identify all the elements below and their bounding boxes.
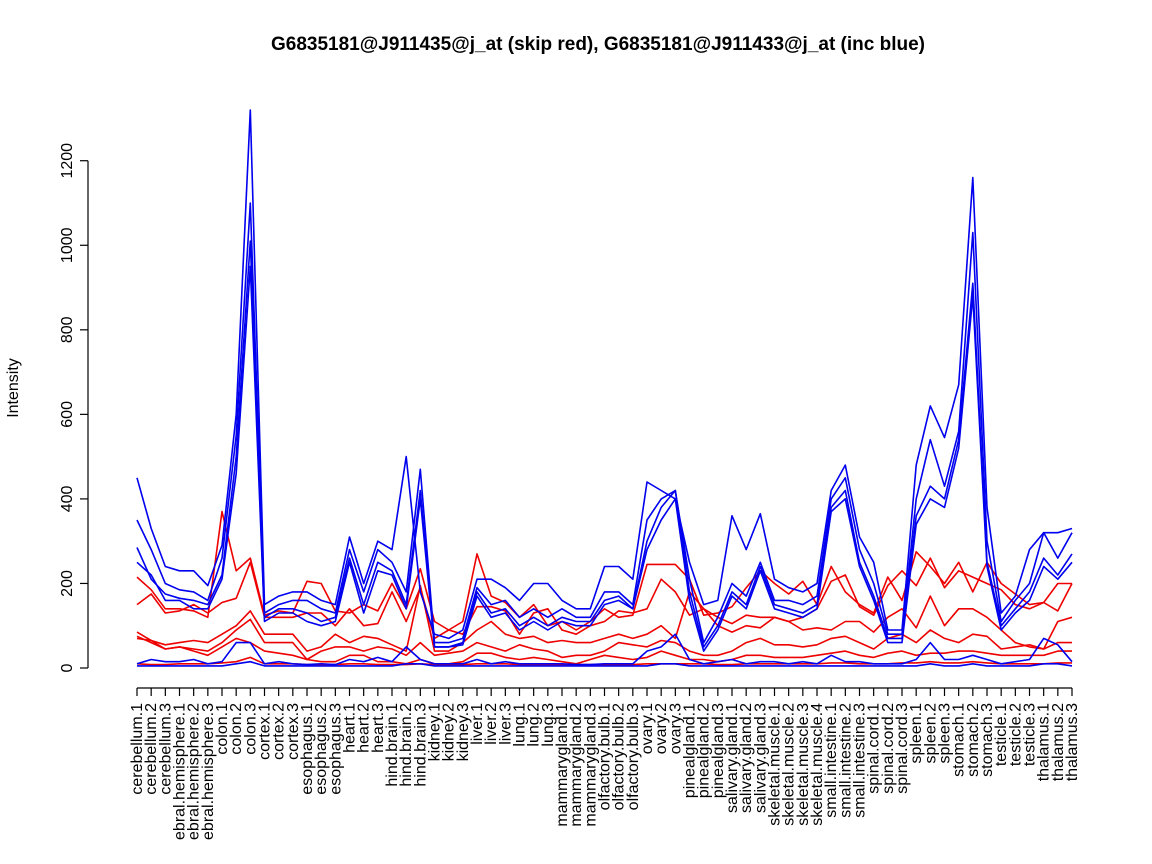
x-tick-label: ovary.2 (653, 703, 670, 754)
series-line-skip-1 (136, 557, 1073, 640)
x-tick-label: esophagus.1 (299, 703, 316, 795)
x-tick-label: esophagus.3 (327, 703, 344, 795)
x-tick-label: lung.3 (540, 703, 557, 747)
series-line-inc-10 (136, 633, 1073, 666)
y-tick-label: 1200 (59, 143, 76, 179)
series-line-inc-8 (136, 240, 1073, 648)
x-tick-label: pinealgland.3 (710, 703, 727, 798)
x-tick-label: kidney.3 (455, 703, 472, 762)
x-tick-label: skeletal.muscle.1 (767, 703, 784, 826)
x-tick-label: thalamus.2 (1050, 703, 1067, 781)
x-tick-label: cerebellum.1 (129, 703, 146, 795)
x-tick-label: testicle.2 (1007, 703, 1024, 766)
x-tick-label: cerebellum.3 (157, 703, 174, 795)
x-tick-label: thalamus.1 (1036, 703, 1053, 781)
y-tick-label: 200 (59, 570, 76, 597)
x-tick-label: hind.brain.2 (398, 703, 415, 787)
x-tick-label: olfactory.bulb.1 (597, 703, 614, 810)
y-tick-label: 400 (59, 485, 76, 512)
chart-title: G6835181@J911435@j_at (skip red), G68351… (271, 34, 925, 55)
x-tick-label: spinal.cord.1 (866, 703, 883, 794)
series-line-inc-11 (137, 660, 1073, 667)
x-tick-label: liver.1 (469, 703, 486, 745)
x-tick-label: lung.1 (512, 703, 529, 747)
x-tick-label: testicle.1 (993, 703, 1010, 766)
x-tick-label: cortex.3 (285, 703, 302, 760)
x-tick-label: salivary.gland.2 (738, 703, 755, 813)
x-tick-label: spinal.cord.3 (894, 703, 911, 794)
x-tick-label: kidney.2 (441, 703, 458, 762)
x-tick-label: olfactory.bulb.2 (611, 703, 628, 810)
x-tick-label: lung.2 (526, 703, 543, 747)
x-tick-label: colon.3 (242, 703, 259, 755)
series-line-inc-7 (136, 202, 1073, 644)
x-tick-label: spleen.3 (937, 703, 954, 764)
x-tick-label: spinal.cord.2 (880, 703, 897, 794)
x-axis: cerebellum.1cerebellum.2cerebellum.3ebra… (129, 687, 1081, 840)
x-tick-label: hind.brain.1 (384, 703, 401, 787)
x-tick-label: ovary.3 (667, 703, 684, 754)
y-tick-label: 0 (59, 663, 76, 672)
x-tick-label: cerebellum.2 (143, 703, 160, 795)
x-tick-label: mammarygland.2 (568, 703, 585, 827)
y-axis-label: Intensity (5, 358, 22, 418)
x-tick-label: spleen.2 (922, 703, 939, 764)
x-tick-label: stomach.3 (979, 703, 996, 777)
x-tick-label: salivary.gland.1 (724, 703, 741, 813)
x-tick-label: hind.brain.3 (412, 703, 429, 787)
x-tick-label: ovary.1 (639, 703, 656, 754)
x-tick-label: skeletal.muscle.2 (781, 703, 798, 826)
series-line-skip-0 (136, 510, 1072, 631)
x-tick-label: ebral.hemisphere.2 (186, 703, 203, 840)
x-tick-label: cortex.2 (271, 703, 288, 760)
x-tick-label: small.intestine.2 (837, 703, 854, 818)
x-tick-label: mammarygland.3 (582, 703, 599, 827)
x-tick-label: pinealgland.1 (682, 703, 699, 798)
x-tick-label: skeletal.muscle.4 (809, 703, 826, 826)
series-line-inc-6 (136, 109, 1073, 640)
x-tick-label: pinealgland.2 (696, 703, 713, 798)
x-tick-label: colon.1 (214, 703, 231, 755)
x-tick-label: esophagus.2 (313, 703, 330, 795)
x-tick-label: ebral.hemisphere.1 (172, 703, 189, 840)
x-tick-label: liver.3 (497, 703, 514, 745)
x-tick-label: heart.1 (342, 703, 359, 753)
x-tick-label: skeletal.muscle.3 (795, 703, 812, 826)
y-tick-label: 800 (59, 316, 76, 343)
x-tick-label: small.intestine.1 (823, 703, 840, 818)
series-line-skip-2 (136, 584, 1073, 652)
x-tick-label: salivary.gland.3 (752, 703, 769, 813)
x-tick-label: stomach.2 (965, 703, 982, 777)
x-tick-label: heart.2 (356, 703, 373, 753)
x-tick-label: small.intestine.3 (852, 703, 869, 818)
x-tick-label: spleen.1 (908, 703, 925, 764)
x-tick-label: colon.2 (228, 703, 245, 755)
x-tick-label: kidney.1 (427, 703, 444, 762)
x-tick-label: thalamus.3 (1064, 703, 1081, 781)
y-axis: 0 200 400 600 800 1000 1200 (59, 143, 89, 672)
x-tick-label: ebral.hemisphere.3 (200, 703, 217, 840)
x-tick-label: liver.2 (483, 703, 500, 745)
series-lines (136, 109, 1073, 667)
series-line-skip-3 (136, 618, 1072, 661)
x-tick-label: heart.3 (370, 703, 387, 753)
y-tick-label: 1000 (59, 227, 76, 263)
x-tick-label: testicle.3 (1022, 703, 1039, 766)
y-tick-label: 600 (59, 401, 76, 428)
series-line-skip-4 (136, 635, 1072, 665)
x-tick-label: olfactory.bulb.3 (625, 703, 642, 810)
series-line-inc-9 (136, 265, 1073, 652)
x-tick-label: mammarygland.1 (554, 703, 571, 827)
x-tick-label: cortex.1 (257, 703, 274, 760)
x-tick-label: stomach.1 (951, 703, 968, 777)
